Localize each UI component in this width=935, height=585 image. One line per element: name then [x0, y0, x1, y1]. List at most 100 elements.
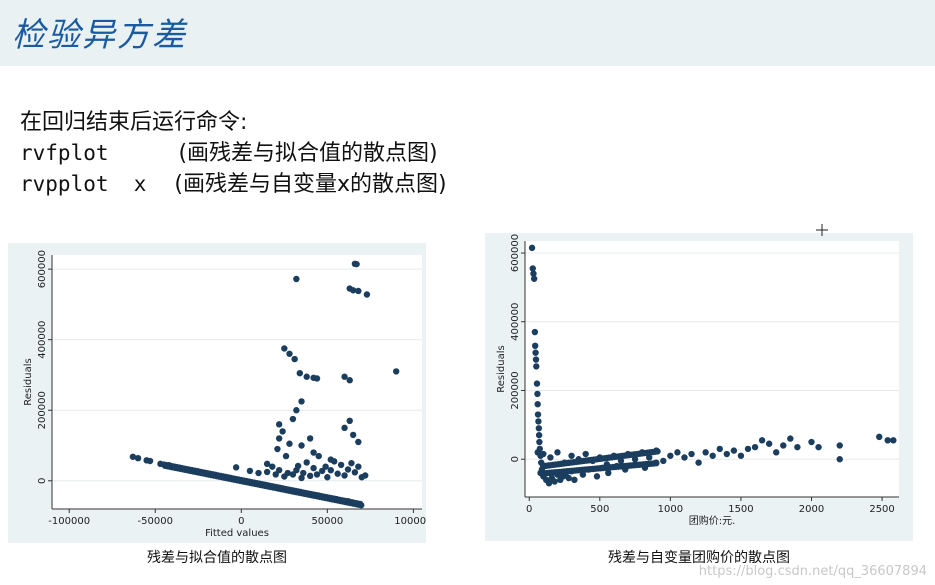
data-point	[884, 437, 891, 444]
data-point	[294, 462, 302, 470]
data-point	[723, 450, 731, 458]
data-point	[306, 472, 314, 480]
watermark: https://blog.csdn.net/qq_36607894	[698, 564, 927, 579]
command-description: (画残差与拟合值的散点图)	[178, 141, 438, 166]
command-name: rvfplot	[20, 141, 109, 165]
data-point	[593, 473, 601, 480]
data-point	[293, 407, 300, 414]
data-point	[334, 470, 341, 477]
data-point	[293, 275, 300, 283]
data-point	[654, 448, 661, 455]
data-point	[530, 275, 538, 282]
intro-text: 在回归结束后运行命令:	[20, 110, 248, 135]
data-point	[232, 464, 240, 471]
y-tick-label: 600000	[37, 250, 48, 288]
y-tick-label: 200000	[510, 371, 521, 409]
data-point	[547, 454, 554, 461]
data-point	[355, 463, 362, 470]
data-point	[688, 450, 695, 458]
command-name: rvpplot x	[20, 172, 147, 196]
data-point	[579, 471, 587, 478]
data-point	[571, 476, 578, 484]
data-point	[286, 440, 293, 447]
data-point	[263, 468, 271, 476]
command-line-2: rvpplot x (画残差与自变量x的散点图)	[20, 169, 447, 200]
x-tick-label: 2000	[799, 504, 824, 515]
data-point	[322, 463, 329, 470]
data-point	[298, 442, 305, 449]
data-point	[744, 445, 752, 453]
data-point	[246, 467, 254, 475]
data-point	[282, 452, 290, 460]
data-point	[540, 450, 547, 458]
data-point	[531, 342, 539, 350]
data-point	[134, 455, 142, 462]
data-point	[358, 501, 365, 509]
data-point	[303, 459, 310, 466]
data-point	[310, 449, 317, 456]
data-point	[313, 375, 321, 382]
data-point	[737, 452, 745, 459]
data-point	[534, 390, 541, 398]
data-point	[554, 449, 561, 456]
data-point	[279, 428, 286, 435]
data-point	[296, 369, 304, 377]
data-point	[306, 435, 314, 442]
data-point	[341, 424, 348, 432]
data-point	[392, 368, 400, 375]
data-point	[758, 437, 766, 444]
x-tick-label: -50000	[138, 516, 173, 527]
data-point	[289, 415, 297, 423]
data-point	[534, 449, 541, 456]
data-points	[129, 260, 400, 509]
data-point	[315, 452, 322, 460]
data-point	[890, 437, 897, 444]
data-point	[528, 244, 536, 252]
data-point	[362, 472, 369, 479]
x-tick-label: 1500	[728, 504, 753, 515]
instruction-block: 在回归结束后运行命令: rvfplot (画残差与拟合值的散点图) rvpplo…	[20, 108, 447, 200]
data-point	[532, 349, 539, 356]
data-point	[327, 456, 334, 463]
y-axis-label: Residuals	[23, 358, 34, 405]
data-point	[341, 373, 348, 380]
y-tick-label: 0	[37, 478, 48, 484]
data-point	[146, 457, 154, 465]
command-line-1: rvfplot (画残差与拟合值的散点图)	[20, 138, 447, 169]
data-points	[528, 244, 897, 487]
data-point	[716, 445, 723, 453]
data-point	[815, 443, 822, 451]
data-point	[344, 466, 352, 473]
data-point	[355, 287, 362, 295]
data-point	[272, 471, 279, 478]
x-tick-label: 100000	[394, 516, 426, 527]
data-point	[531, 328, 539, 336]
y-tick-label: 400000	[37, 321, 48, 359]
data-point	[653, 460, 660, 467]
data-point	[660, 457, 667, 465]
data-point	[346, 417, 353, 425]
data-point	[765, 440, 773, 447]
data-point	[303, 373, 310, 380]
data-point	[545, 480, 553, 487]
data-point	[255, 469, 262, 477]
data-point	[324, 474, 331, 481]
data-point	[631, 456, 639, 463]
data-point	[702, 449, 709, 456]
x-tick-label: 0	[526, 504, 532, 515]
data-point	[275, 466, 283, 474]
y-axis-label: Residuals	[496, 345, 507, 392]
data-point	[275, 421, 283, 428]
residual-vs-price-chart: 0 200000 400000 600000 0 500 1000 1500 2000 2500 团…	[485, 233, 913, 541]
data-point	[355, 438, 362, 446]
data-point	[551, 478, 558, 485]
data-point	[298, 474, 305, 482]
data-point	[353, 260, 360, 268]
crosshair-cursor-icon	[816, 224, 828, 236]
data-point	[533, 363, 540, 370]
data-point	[751, 443, 759, 451]
data-point	[337, 461, 345, 469]
chart-caption-2: 残差与自变量团购价的散点图	[608, 550, 790, 566]
x-tick-label: -100000	[48, 516, 90, 527]
data-point	[730, 447, 738, 454]
